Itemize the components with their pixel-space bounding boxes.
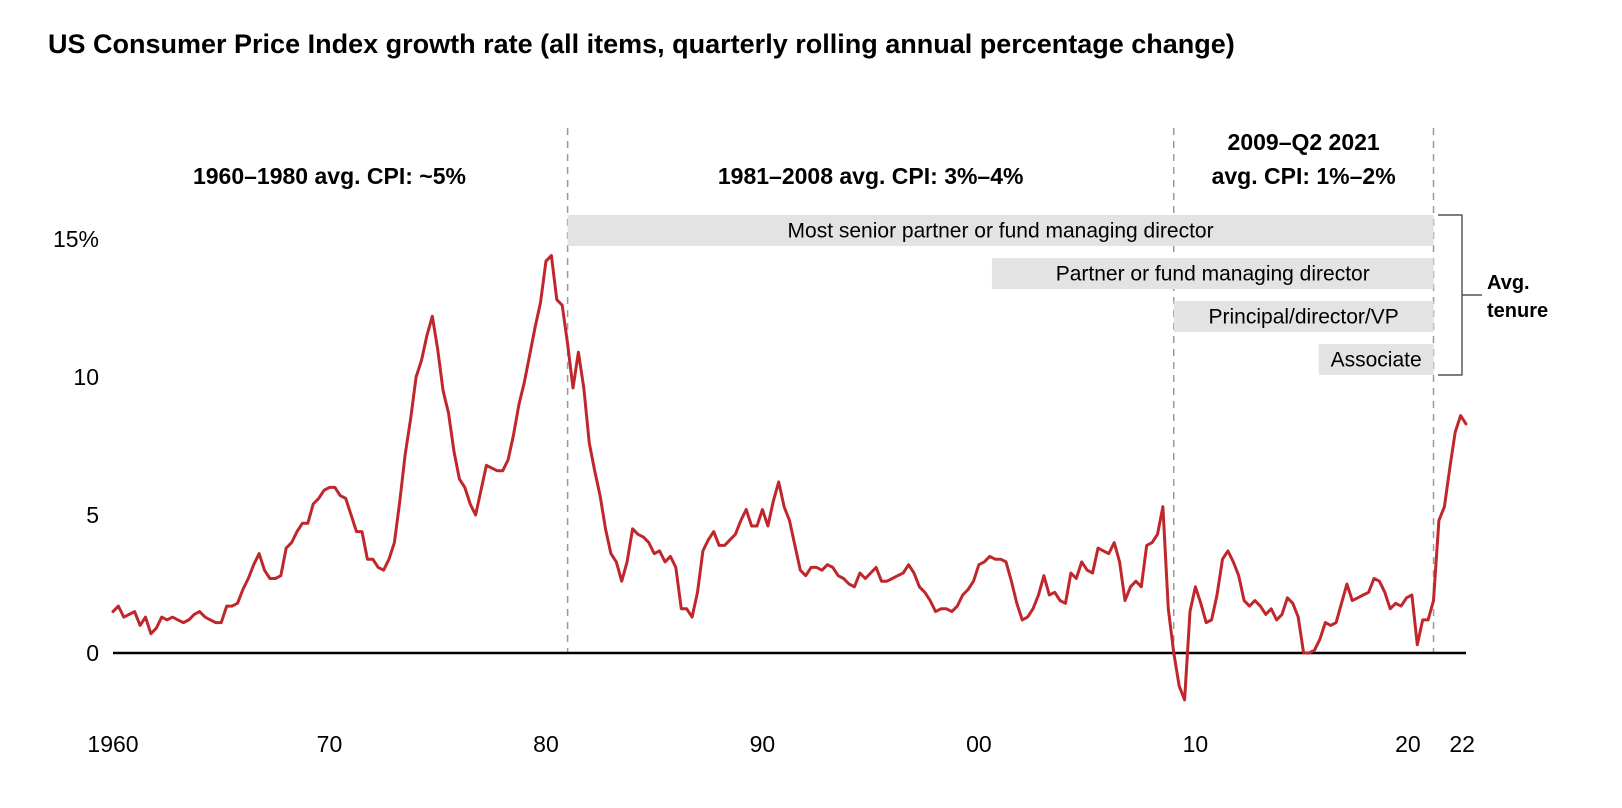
- y-axis-ticks: 0 5 10 15%: [53, 226, 99, 666]
- x-tick-label: 70: [317, 731, 343, 757]
- era-label: 1960–1980 avg. CPI: ~5%: [193, 163, 466, 189]
- y-tick-label: 0: [86, 640, 99, 666]
- tenure-bracket: Avg. tenure: [1438, 214, 1548, 376]
- x-tick-label: 80: [533, 731, 559, 757]
- era-label: avg. CPI: 1%–2%: [1212, 163, 1396, 189]
- x-tick-label: 00: [966, 731, 992, 757]
- chart-title: US Consumer Price Index growth rate (all…: [48, 29, 1235, 59]
- tenure-band: [567, 215, 1434, 246]
- tenure-band-label: Associate: [1331, 349, 1422, 372]
- x-tick-label: 20: [1395, 731, 1421, 757]
- tenure-label: tenure: [1487, 300, 1548, 322]
- x-tick-label: 22: [1449, 731, 1475, 757]
- tenure-label: Avg.: [1487, 272, 1530, 294]
- y-tick-label: 15%: [53, 226, 99, 252]
- tenure-band-label: Principal/director/VP: [1209, 306, 1399, 329]
- tenure-band-label: Partner or fund managing director: [1056, 263, 1370, 286]
- tenure-band: [1318, 344, 1434, 375]
- y-tick-label: 5: [86, 502, 99, 528]
- tenure-band: [1173, 301, 1434, 332]
- era-label: 2009–Q2 2021: [1228, 129, 1380, 155]
- series-layer: [111, 254, 1468, 702]
- era-label: 1981–2008 avg. CPI: 3%–4%: [718, 163, 1024, 189]
- x-tick-label: 10: [1183, 731, 1209, 757]
- tenure-bracket-line: [1438, 214, 1482, 376]
- x-axis-ticks: 1960 70 80 90 00 10 20 22: [87, 731, 1475, 757]
- y-tick-label: 10: [73, 364, 99, 390]
- x-tick-label: 1960: [87, 731, 138, 757]
- tenure-bands: Most senior partner or fund managing dir…: [567, 215, 1434, 375]
- tenure-band: [991, 258, 1434, 289]
- era-labels: 1960–1980 avg. CPI: ~5% 1981–2008 avg. CP…: [193, 129, 1396, 189]
- tenure-band-label: Most senior partner or fund managing dir…: [788, 220, 1214, 243]
- era-dividers: [566, 128, 1435, 653]
- cpi-series-line: [111, 254, 1468, 702]
- x-tick-label: 90: [750, 731, 776, 757]
